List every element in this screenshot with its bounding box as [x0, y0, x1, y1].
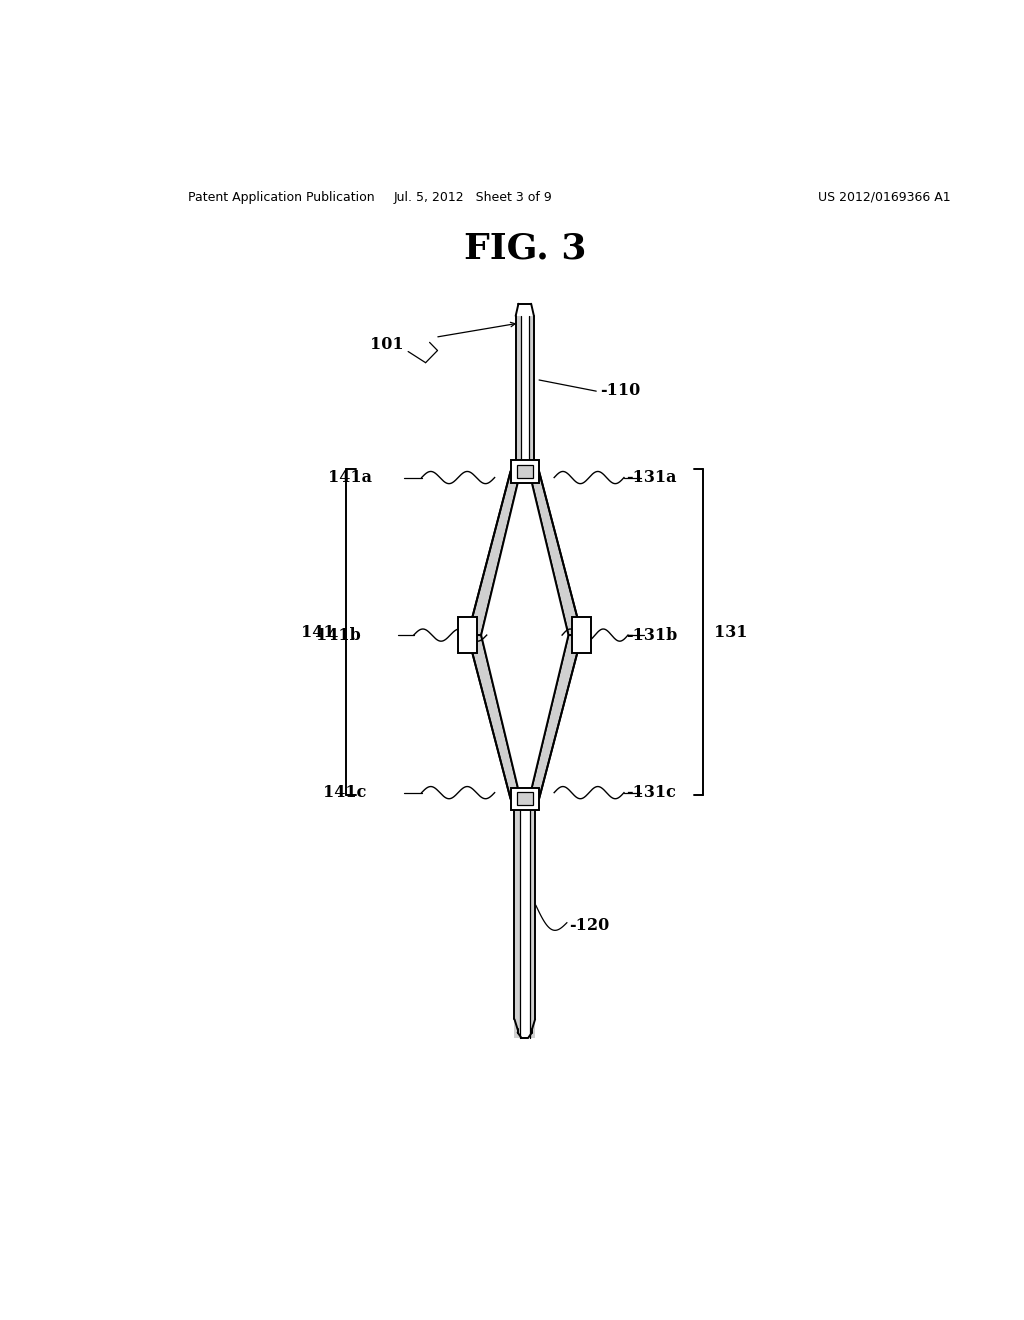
Text: -131a: -131a	[627, 469, 677, 486]
Text: -131c: -131c	[627, 784, 676, 801]
Text: 141a: 141a	[329, 469, 373, 486]
Polygon shape	[529, 471, 582, 635]
Text: 101: 101	[370, 335, 403, 352]
Text: 141b: 141b	[315, 627, 360, 644]
Polygon shape	[516, 315, 521, 471]
Polygon shape	[529, 799, 536, 1038]
Polygon shape	[458, 616, 477, 653]
Text: -120: -120	[569, 917, 609, 935]
Text: FIG. 3: FIG. 3	[464, 231, 586, 265]
Text: 141: 141	[301, 623, 335, 640]
Text: -110: -110	[600, 381, 640, 399]
Polygon shape	[572, 616, 592, 653]
Text: 131: 131	[714, 623, 748, 640]
Text: US 2012/0169366 A1: US 2012/0169366 A1	[818, 191, 951, 203]
Polygon shape	[529, 635, 582, 799]
Text: 141c: 141c	[323, 784, 367, 801]
Polygon shape	[517, 465, 532, 478]
Polygon shape	[511, 788, 539, 810]
Polygon shape	[511, 461, 539, 483]
Text: Patent Application Publication: Patent Application Publication	[187, 191, 374, 203]
Text: Jul. 5, 2012   Sheet 3 of 9: Jul. 5, 2012 Sheet 3 of 9	[394, 191, 553, 203]
Polygon shape	[528, 315, 534, 471]
Polygon shape	[514, 799, 520, 1038]
Polygon shape	[481, 471, 568, 799]
Polygon shape	[468, 635, 520, 799]
Text: -131b: -131b	[627, 627, 678, 644]
Polygon shape	[517, 792, 532, 805]
Polygon shape	[468, 471, 520, 635]
